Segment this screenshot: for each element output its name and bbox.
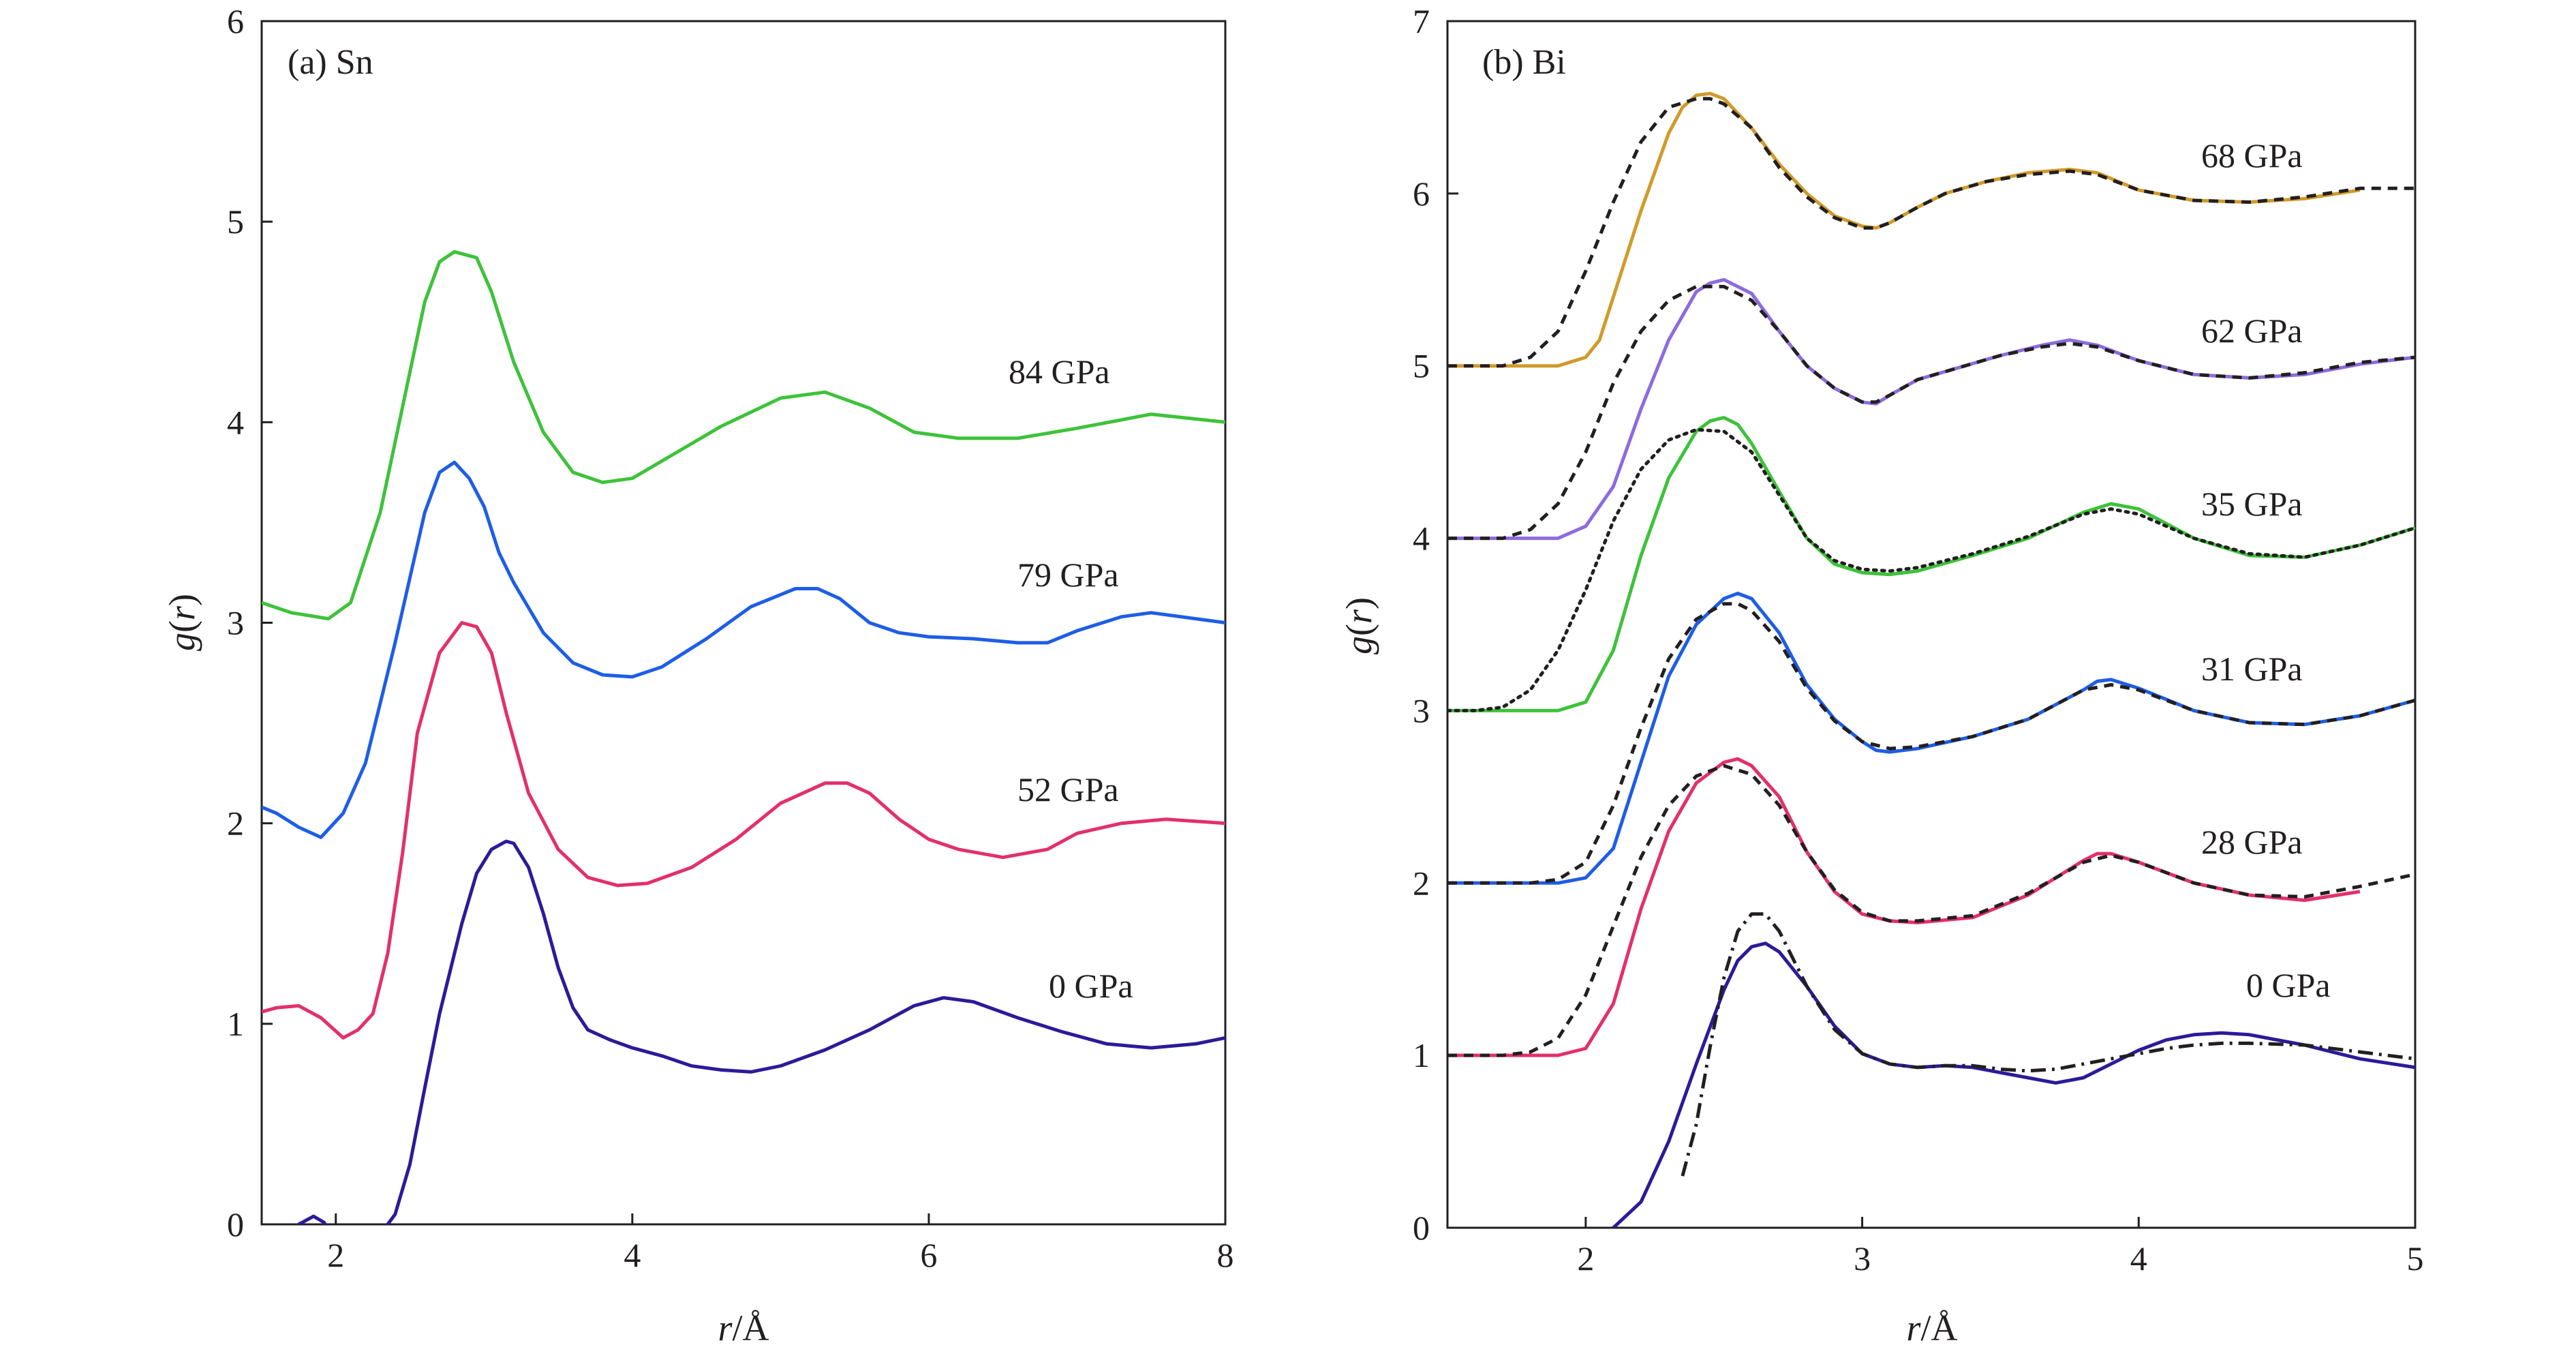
- panel-a-ytick-label-4: 4: [227, 403, 244, 441]
- panel-b-ytick-label-5: 5: [1413, 347, 1430, 385]
- panel-b-xlabel-unit: /Å: [1921, 1308, 1958, 1348]
- panel-a-series-79-gpa: [262, 460, 1225, 839]
- panel-a-series-52-gpa: [262, 621, 1225, 1040]
- panel-a-ytick-label-3: 3: [227, 604, 244, 642]
- panel-b-ytick-label-1: 1: [1413, 1036, 1430, 1074]
- panel-a-ytick-label-0: 0: [227, 1205, 244, 1243]
- panel-b-label-0gpa: 0 GPa: [2246, 966, 2331, 1004]
- panel-a-ytick-label-6: 6: [227, 2, 244, 40]
- panel-b-series-28-gpa: [1447, 757, 2361, 1057]
- panel-b-series-68-gpa-fit: [1447, 97, 2415, 368]
- panel-a-xlabel-var: r: [718, 1308, 733, 1348]
- panel-b-ylabel-open: (: [1338, 624, 1379, 636]
- panel-b-xlabel-var: r: [1906, 1308, 1921, 1348]
- panel-a-xlabel-unit: /Å: [733, 1308, 769, 1348]
- panel-a-ytick-label-1: 1: [227, 1005, 244, 1043]
- panel-b-ylabel-g: g: [1338, 636, 1379, 654]
- panel-b-series-31-gpa-fit: [1447, 602, 2415, 885]
- panel-a-label-84gpa: 84 GPa: [1009, 352, 1110, 391]
- panel-a-series-lines: [262, 250, 1225, 1224]
- panel-b-ylabel-var: r: [1338, 609, 1379, 624]
- panel-a-xlabel: r/Å: [718, 1308, 769, 1348]
- panel-a-ylabel: g(r): [162, 594, 202, 651]
- panel-a-ylabel-close: ): [162, 594, 202, 606]
- panel-a-ylabel-g: g: [162, 633, 202, 651]
- panel-b-ytick-label-3: 3: [1413, 691, 1430, 729]
- panel-a-xtick-label-4: 4: [624, 1236, 641, 1274]
- panel-a-xtick-label-8: 8: [1217, 1236, 1234, 1274]
- panel-a-xtick-label-6: 6: [920, 1236, 937, 1274]
- panel-a-title: (a) Sn: [288, 43, 373, 82]
- panel-a-ylabel-open: (: [162, 620, 202, 633]
- panel-b-ylabel: g(r): [1338, 597, 1379, 654]
- panel-a-xtick-label-2: 2: [327, 1236, 344, 1274]
- panel-b-label-68gpa: 68 GPa: [2201, 136, 2303, 175]
- panel-b-label-28gpa: 28 GPa: [2201, 823, 2303, 861]
- panel-a-ytick-label-5: 5: [227, 202, 244, 241]
- panel-a-series-84-gpa: [262, 250, 1225, 621]
- panel-a-plot-frame: [260, 20, 1227, 1226]
- panel-a-label-0gpa: 0 GPa: [1049, 967, 1133, 1005]
- panel-b-series-28-gpa-fit: [1447, 764, 2415, 1057]
- panel-b-series-0-gpa-fit: [1681, 912, 2415, 1177]
- panel-b-ticks: 2 3 4 5 0 1 2 3 4 5 6 7: [1413, 2, 2424, 1278]
- panel-b-series-lines: [1447, 91, 2415, 1228]
- panel-a-label-52gpa: 52 GPa: [1017, 770, 1119, 809]
- panel-b-series-35-gpa-fit: [1447, 427, 2415, 712]
- panel-b-xtick-label-3: 3: [1854, 1239, 1871, 1278]
- panel-b-xtick-label-2: 2: [1577, 1239, 1594, 1278]
- panel-b-xtick-label-4: 4: [2130, 1239, 2147, 1278]
- panel-a-ticks: 2 4 6 8 0 1 2 3 4 5 6: [227, 2, 1234, 1274]
- panel-b-plot-frame: [1446, 20, 2417, 1229]
- panel-b-ylabel-close: ): [1338, 597, 1379, 609]
- panel-b-title: (b) Bi: [1482, 43, 1566, 82]
- panel-b-ytick-label-6: 6: [1413, 175, 1430, 213]
- panel-b-xlabel: r/Å: [1906, 1308, 1957, 1348]
- panel-a-series-0-gpa-seg0: [295, 1214, 328, 1224]
- panel-b-ytick-label-0: 0: [1413, 1209, 1430, 1247]
- panel-b-series-62-gpa-fit: [1447, 284, 2415, 541]
- panel-b-label-35gpa: 35 GPa: [2201, 485, 2303, 523]
- panel-a-ylabel-var: r: [162, 605, 202, 620]
- panel-b-ytick-label-2: 2: [1413, 864, 1430, 902]
- panel-a-ytick-label-2: 2: [227, 804, 244, 843]
- panel-b-ytick-label-4: 4: [1413, 519, 1430, 558]
- panel-b-ytick-label-7: 7: [1413, 2, 1430, 40]
- panel-b-xtick-label-5: 5: [2407, 1239, 2424, 1278]
- panel-b-label-31gpa: 31 GPa: [2201, 650, 2303, 688]
- panel-a-label-79gpa: 79 GPa: [1017, 556, 1119, 594]
- panel-b-bi: 2 3 4 5 0 1 2 3 4 5 6 7 (b) Bi 68 GPa 62 GPa 35 GPa…: [1338, 2, 2424, 1348]
- panel-b-label-62gpa: 62 GPa: [2201, 312, 2303, 350]
- panel-a-series-0-gpa-seg1: [385, 839, 1225, 1224]
